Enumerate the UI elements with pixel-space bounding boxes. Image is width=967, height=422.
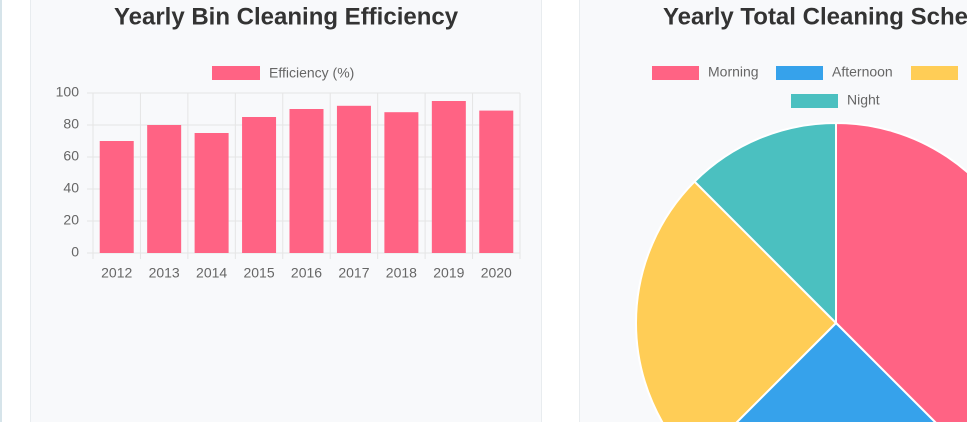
y-tick-label: 80 — [63, 116, 79, 132]
legend-swatch — [652, 66, 699, 80]
pie-slice — [693, 121, 837, 326]
bar — [384, 112, 419, 253]
y-tick-label: 100 — [56, 84, 80, 100]
x-tick-label: 2015 — [243, 265, 274, 281]
pie-slice — [635, 180, 838, 422]
legend-label: Morning — [708, 64, 759, 80]
x-tick-label: 2014 — [196, 265, 227, 281]
chart-title: Yearly Total Cleaning Schedule — [663, 3, 967, 30]
x-tick-label: 2012 — [101, 265, 132, 281]
pie-slice — [835, 121, 967, 422]
bar — [289, 109, 324, 253]
pie-slice — [735, 321, 937, 422]
chart-title: Yearly Bin Cleaning Efficiency — [114, 3, 459, 30]
bar — [242, 117, 277, 253]
legend-swatch — [791, 94, 838, 108]
y-tick-label: 20 — [63, 212, 79, 228]
x-tick-label: 2018 — [386, 265, 417, 281]
x-tick-label: 2020 — [481, 265, 512, 281]
x-tick-label: 2016 — [291, 265, 322, 281]
legend-swatch — [911, 66, 958, 80]
x-tick-label: 2013 — [149, 265, 180, 281]
bar — [99, 141, 134, 253]
y-tick-label: 60 — [63, 148, 79, 164]
y-tick-label: 0 — [71, 244, 79, 260]
legend-label: Night — [847, 92, 880, 108]
legend-label: Afternoon — [832, 64, 893, 80]
legend-swatch — [212, 66, 260, 80]
bar — [194, 133, 229, 253]
x-tick-label: 2017 — [338, 265, 369, 281]
x-tick-label: 2019 — [433, 265, 464, 281]
bar — [336, 105, 371, 253]
bar — [479, 110, 514, 253]
y-tick-label: 40 — [63, 180, 79, 196]
legend-label: Efficiency (%) — [269, 65, 354, 81]
bar — [147, 125, 182, 253]
bar — [431, 101, 466, 253]
legend-swatch — [776, 66, 823, 80]
